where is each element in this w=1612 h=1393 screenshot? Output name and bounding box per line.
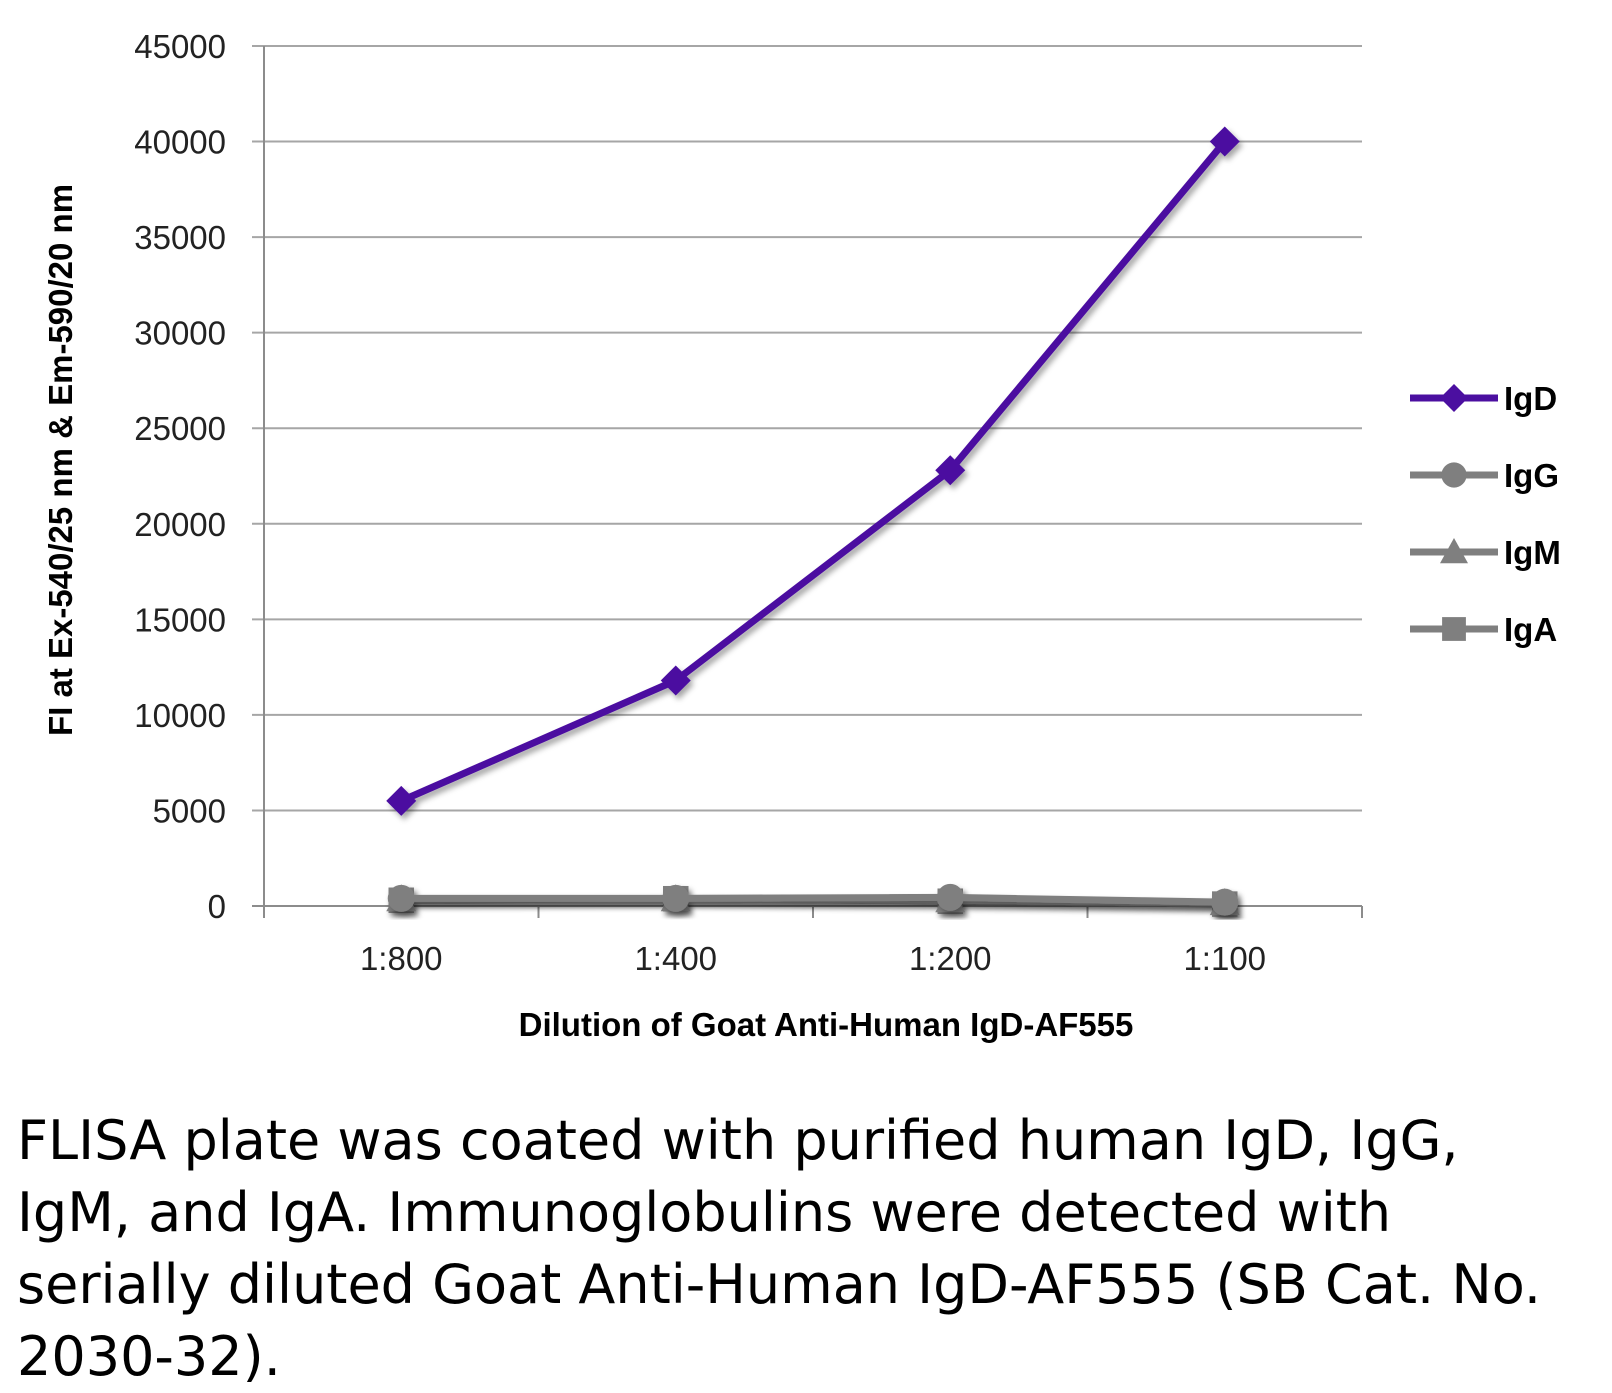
series-line: [401, 893, 1225, 906]
y-tick-labels: 0 5000 10000 15000 20000 25000 30000 35000 40000…: [134, 28, 226, 925]
y-tick-label: 35000: [134, 219, 226, 256]
legend-label: IgM: [1504, 534, 1561, 571]
legend-item-IgD: IgD: [1410, 380, 1557, 417]
legend-label: IgD: [1504, 380, 1557, 417]
series-IgG: [387, 883, 1239, 916]
series-line: [399, 139, 1228, 805]
y-tick-label: 5000: [153, 792, 226, 829]
y-tick-label: 40000: [134, 124, 226, 161]
x-axis-title: Dilution of Goat Anti-Human IgD-AF555: [519, 1006, 1134, 1043]
data-point: [386, 785, 417, 816]
x-tick-label: 1:100: [1183, 940, 1266, 977]
x-tick-labels: 1:800 1:400 1:200 1:100: [360, 940, 1266, 977]
y-tick-label: 0: [208, 888, 226, 925]
gridlines: [252, 45, 1362, 812]
x-tick-label: 1:400: [634, 940, 717, 977]
figure-caption: FLISA plate was coated with purified hum…: [17, 1109, 1541, 1388]
series-group: [386, 126, 1240, 917]
data-point: [935, 455, 966, 486]
y-tick-label: 45000: [134, 28, 226, 65]
data-point: [936, 883, 964, 911]
series-IgD: [386, 126, 1240, 816]
y-tick-label: 20000: [134, 506, 226, 543]
legend-marker-diamond-icon: [1440, 384, 1468, 412]
y-axis-title: FI at Ex-540/25 nm & Em-590/20 nm: [42, 184, 79, 736]
legend-marker-square-icon: [1442, 617, 1466, 641]
legend-label: IgG: [1504, 457, 1559, 494]
legend: IgD IgG IgM IgA: [1410, 380, 1561, 648]
legend-marker-circle-icon: [1441, 462, 1467, 488]
y-tick-label: 30000: [134, 315, 226, 352]
data-point: [1209, 126, 1240, 157]
data-point: [1211, 888, 1239, 916]
legend-marker-triangle-icon: [1440, 538, 1468, 564]
y-tick-label: 15000: [134, 601, 226, 638]
data-point: [387, 884, 415, 912]
y-tick-label: 25000: [134, 410, 226, 447]
y-tick-label: 10000: [134, 697, 226, 734]
legend-item-IgA: IgA: [1410, 611, 1557, 648]
data-point: [660, 665, 691, 696]
legend-item-IgG: IgG: [1410, 457, 1559, 494]
x-tick-label: 1:800: [360, 940, 443, 977]
chart: 0 5000 10000 15000 20000 25000 30000 35000 40000…: [42, 28, 1561, 1043]
legend-label: IgA: [1504, 611, 1557, 648]
data-point: [662, 884, 690, 912]
legend-item-IgM: IgM: [1410, 534, 1561, 571]
x-tick-label: 1:200: [909, 940, 992, 977]
